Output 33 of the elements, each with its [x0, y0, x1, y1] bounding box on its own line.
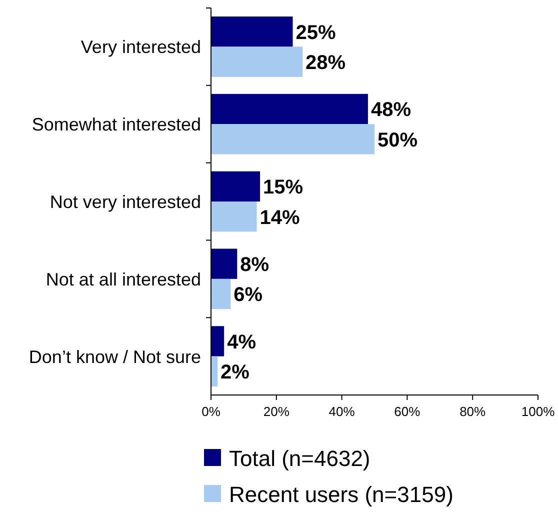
x-tick-label: 0% [202, 404, 221, 419]
x-tick-label: 100% [521, 404, 556, 419]
data-label: 4% [227, 331, 256, 354]
x-tick-label: 80% [460, 404, 486, 419]
data-label: 28% [306, 52, 346, 74]
bar [211, 16, 293, 47]
y-tick-label: Somewhat interested [32, 114, 201, 135]
y-tick-label: Don’t know / Not sure [28, 346, 201, 367]
data-label: 25% [296, 22, 336, 44]
y-tick-label: Not at all interested [46, 269, 201, 290]
data-label: 2% [220, 362, 250, 384]
bar [211, 46, 303, 77]
bar [211, 171, 260, 202]
bar [211, 94, 368, 124]
x-tick-label: 40% [328, 404, 356, 419]
bar [211, 202, 257, 232]
data-label: 48% [370, 99, 412, 122]
data-label: 6% [234, 284, 263, 306]
bar [211, 278, 231, 310]
data-label: 15% [263, 176, 304, 199]
x-tick-label: 20% [263, 404, 290, 419]
y-tick-label: Very interested [80, 37, 201, 58]
bar [211, 326, 224, 356]
bar [211, 248, 238, 279]
data-label: 14% [260, 206, 300, 229]
bar [211, 124, 374, 154]
legend-label: Total (n=4632) [229, 446, 370, 471]
y-tick-label: Not very interested [50, 192, 201, 212]
bar [211, 356, 218, 386]
data-label: 50% [378, 129, 418, 152]
data-label: 8% [240, 254, 270, 276]
legend-label: Recent users (n=3159) [229, 482, 454, 507]
x-tick-label: 60% [394, 404, 421, 419]
